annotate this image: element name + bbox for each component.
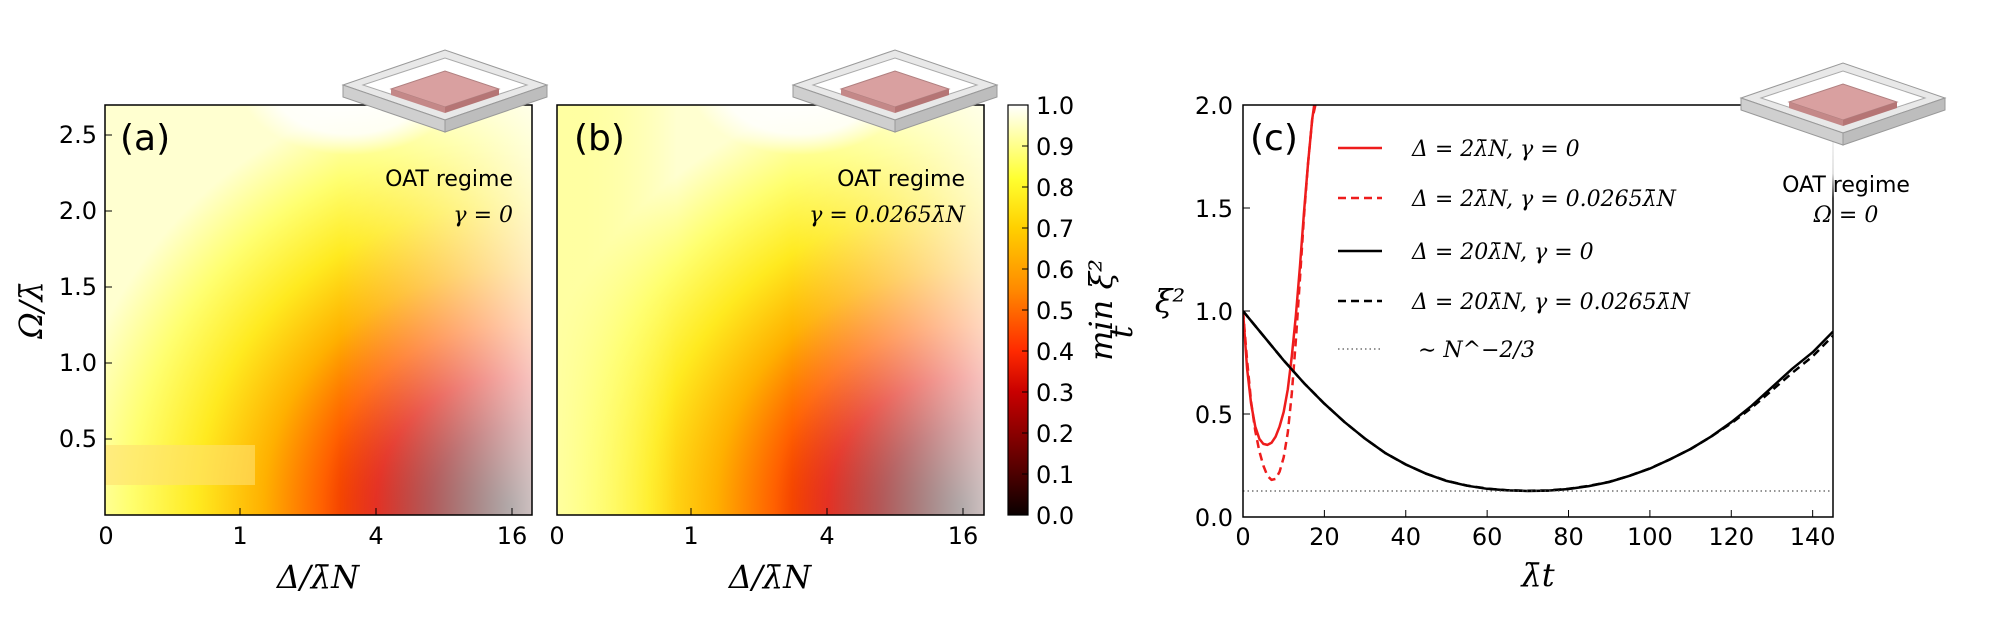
x-tick-label: 20 <box>1309 523 1340 551</box>
x-axis-label-b: Δ/λ̄N <box>727 558 812 596</box>
series-line-3 <box>1243 310 1833 493</box>
series-lines-c <box>1243 105 1833 493</box>
regime-title-b: OAT regime <box>837 167 965 192</box>
colorbar-tick-label: 1.0 <box>1036 92 1074 120</box>
colorbar-tick-label: 0.9 <box>1036 133 1074 161</box>
x-tick-label: 80 <box>1553 523 1584 551</box>
axes-frame-b <box>556 104 985 516</box>
x-tick-label: 1 <box>683 522 698 550</box>
legend-label: Δ = 20λ̄N, γ = 0 <box>1411 240 1594 265</box>
x-tick-label: 0 <box>1235 523 1250 551</box>
regime-title-a: OAT regime <box>385 167 513 192</box>
x-tick-label: 0 <box>98 522 113 550</box>
panel-label-c: (c) <box>1250 118 1298 159</box>
heatmap-a <box>105 105 532 515</box>
colorbar-tick-label: 0.2 <box>1036 420 1074 448</box>
heatmap-b <box>557 105 984 515</box>
trap-icon <box>341 49 549 133</box>
x-axis-label-a: Δ/λ̄N <box>275 558 360 596</box>
y-tick-label: 1.0 <box>1195 298 1233 326</box>
axes-frame-a <box>104 104 533 516</box>
regime-param-c: Ω = 0 <box>1813 203 1879 228</box>
y-tick-label: 1.5 <box>1195 195 1233 223</box>
colorbar-tick-label: 0.6 <box>1036 256 1074 284</box>
x-tick-label: 16 <box>948 522 979 550</box>
y-tick-label: 1.0 <box>59 349 97 377</box>
y-tick-label: 1.5 <box>59 273 97 301</box>
colorbar-label-text: min ξ² <box>1082 259 1120 361</box>
legend-c: Δ = 2λ̄N, γ = 0 Δ = 2λ̄N, γ = 0.0265λ̄N … <box>1338 137 1691 363</box>
y-tick-label: 2.0 <box>1195 92 1233 120</box>
x-tick-label: 1 <box>232 522 247 550</box>
trap-icon <box>1739 62 1947 146</box>
y-axis-a: 0.5 1.0 1.5 2.0 2.5 Ω/λ̄ <box>12 121 112 453</box>
panel-label-a: (a) <box>120 118 170 159</box>
x-tick-label: 100 <box>1627 523 1673 551</box>
colorbar-tick-label: 0.1 <box>1036 461 1074 489</box>
legend-label: ∼ N^−2/3 <box>1418 338 1535 363</box>
series-line-1 <box>1243 105 1317 482</box>
panel-c: 0 20 40 60 80 100 120 140 0.0 0.5 1.0 1.5 2.0 λ̄t ξ… <box>1155 40 1977 594</box>
trap-icon <box>791 49 999 133</box>
y-tick-label: 2.5 <box>59 121 97 149</box>
x-tick-label: 40 <box>1390 523 1421 551</box>
y-axis-label-a: Ω/λ̄ <box>12 281 50 340</box>
colorbar-tick-label: 0.5 <box>1036 297 1074 325</box>
x-axis-a: 0 1 4 16 Δ/λ̄N <box>98 508 527 596</box>
y-tick-label: 2.0 <box>59 197 97 225</box>
x-axis-c: 0 20 40 60 80 100 120 140 <box>1235 510 1836 551</box>
colorbar-tick-label: 0.7 <box>1036 215 1074 243</box>
x-tick-label: 4 <box>819 522 834 550</box>
x-tick-label: 4 <box>368 522 383 550</box>
colorbar-tick-label: 0.3 <box>1036 379 1074 407</box>
regime-param-a: γ = 0 <box>453 203 513 228</box>
regime-param-b: γ = 0.0265λ̄N <box>809 203 965 228</box>
y-axis-c: 0.0 0.5 1.0 1.5 2.0 <box>1195 92 1250 532</box>
y-axis-label-c: ξ² <box>1155 282 1185 320</box>
y-tick-label: 0.5 <box>59 425 97 453</box>
legend-label: Δ = 20λ̄N, γ = 0.0265λ̄N <box>1411 290 1691 315</box>
y-tick-label: 0.5 <box>1195 401 1233 429</box>
colorbar-tick-label: 0.4 <box>1036 338 1074 366</box>
x-tick-label: 140 <box>1790 523 1836 551</box>
colorbar-tick-label: 0.0 <box>1036 502 1074 530</box>
colorbar: 0.0 0.1 0.2 0.3 0.4 0.5 0.6 0.7 0.8 0.9 1.0 min ξ²… <box>1007 92 1140 530</box>
colorbar-label-sub: t <box>1102 325 1140 338</box>
y-tick-label: 0.0 <box>1195 504 1233 532</box>
panel-label-b: (b) <box>574 118 625 159</box>
panel-b: 0 1 4 16 Δ/λ̄N (b) OAT regime γ = 0.0265… <box>549 49 999 596</box>
colorbar-ticks: 0.0 0.1 0.2 0.3 0.4 0.5 0.6 0.7 0.8 0.9 1.0 <box>1022 92 1074 530</box>
panel-a: 0.5 1.0 1.5 2.0 2.5 Ω/λ̄ 0 1 4 16 Δ/λ̄N … <box>12 49 549 596</box>
regime-title-c: OAT regime <box>1782 173 1910 198</box>
x-tick-label: 120 <box>1708 523 1754 551</box>
colorbar-tick-label: 0.8 <box>1036 174 1074 202</box>
x-tick-label: 16 <box>497 522 528 550</box>
x-tick-label: 0 <box>549 522 564 550</box>
x-axis-label-c: λ̄t <box>1519 556 1554 594</box>
plot-area-c <box>1243 105 1833 517</box>
legend-label: Δ = 2λ̄N, γ = 0.0265λ̄N <box>1411 187 1677 212</box>
x-tick-label: 60 <box>1472 523 1503 551</box>
legend-label: Δ = 2λ̄N, γ = 0 <box>1411 137 1580 162</box>
colorbar-label: min ξ² t <box>1082 259 1140 361</box>
x-axis-b: 0 1 4 16 Δ/λ̄N <box>549 508 978 596</box>
